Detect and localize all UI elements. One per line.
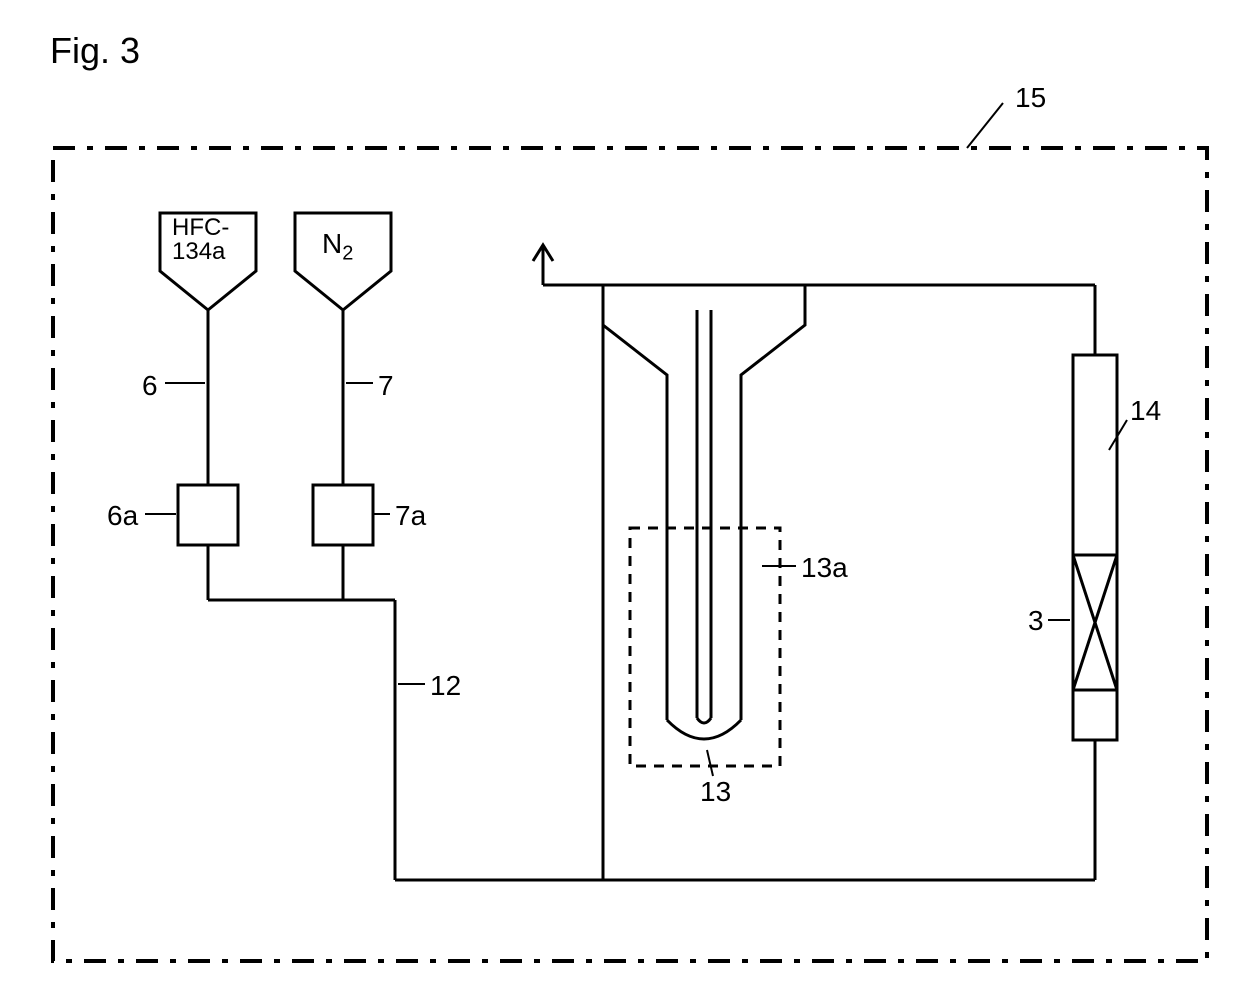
- diagram-svg: [0, 0, 1240, 993]
- hfc-line2: 134a: [172, 238, 225, 265]
- label-12: 12: [430, 670, 461, 702]
- label-7: 7: [378, 370, 394, 402]
- label-7a: 7a: [395, 500, 426, 532]
- n2-sub: 2: [342, 243, 353, 265]
- cylinder-n2-label: N2: [322, 228, 353, 266]
- label-6: 6: [142, 370, 158, 402]
- label-13a: 13a: [801, 552, 848, 584]
- label-13: 13: [700, 776, 731, 808]
- hfc-line1: HFC-: [172, 214, 229, 241]
- label-3: 3: [1028, 605, 1044, 637]
- label-14: 14: [1130, 395, 1161, 427]
- cylinder-hfc-label: HFC- 134a: [172, 216, 229, 264]
- label-15: 15: [1015, 82, 1046, 114]
- label-6a: 6a: [107, 500, 138, 532]
- n2-n: N: [322, 228, 342, 259]
